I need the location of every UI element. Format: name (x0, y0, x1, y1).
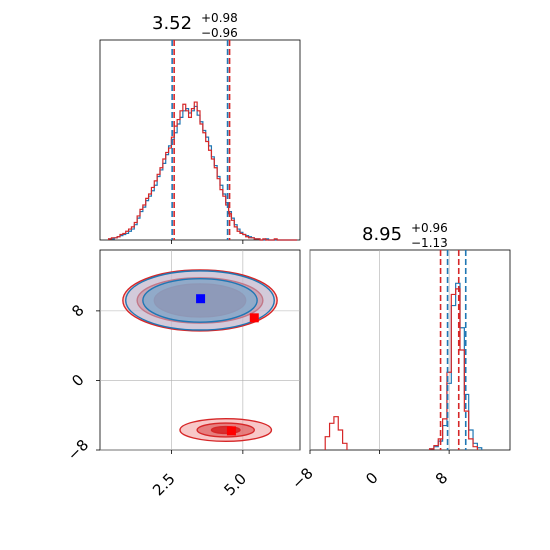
y-tick-label-2: 8 (68, 301, 87, 320)
x-tick-label-0: 2.5 (149, 470, 179, 500)
title-param2-main: 8.95 (362, 224, 402, 245)
hist-param2-series-a-line (428, 282, 483, 450)
x-tick-label-1: 5.0 (221, 470, 251, 500)
panel-hist-param1-frame (99, 39, 301, 241)
panel-2d-truth-markers (196, 294, 259, 436)
title-param1-plus: +0.98 (201, 11, 238, 25)
panel-hist-param2-frame (309, 249, 511, 451)
hist-param1-quantiles (171, 40, 231, 240)
hist-param2-series-b-line (428, 288, 478, 450)
axis-ticks: 2.5 5.0 −8 0 8 −8 0 8 (64, 240, 451, 500)
hist-param1-series-b-line (107, 101, 298, 241)
hist-param2-series (324, 282, 483, 450)
title-param2: 8.95 +0.96 −1.13 (362, 221, 448, 250)
y-tick-label-0: −8 (64, 436, 92, 464)
hist-param1-series (107, 101, 298, 241)
x2-tick-label-1: 0 (362, 469, 381, 488)
panel-hist-param2: 8.95 +0.96 −1.13 (309, 221, 511, 451)
title-param1: 3.52 +0.98 −0.96 (152, 11, 238, 40)
truth-marker-2 (226, 426, 236, 436)
hist-param2-series-b-extra (324, 416, 348, 450)
x2-tick-label-2: 8 (432, 469, 451, 488)
y-tick-label-1: 0 (68, 371, 87, 390)
truth-marker-1 (249, 313, 259, 323)
title-param1-minus: −0.96 (201, 26, 238, 40)
panel-hist-param1: 3.52 +0.98 −0.96 (99, 11, 301, 241)
panel-2d (99, 249, 301, 451)
hist-param2-grid (309, 250, 450, 450)
title-param2-minus: −1.13 (411, 236, 448, 250)
truth-marker-0 (196, 294, 206, 304)
title-param1-main: 3.52 (152, 13, 192, 34)
title-param2-plus: +0.96 (411, 221, 448, 235)
hist-param2-quantiles (439, 250, 467, 450)
x2-tick-label-0: −8 (288, 464, 316, 492)
